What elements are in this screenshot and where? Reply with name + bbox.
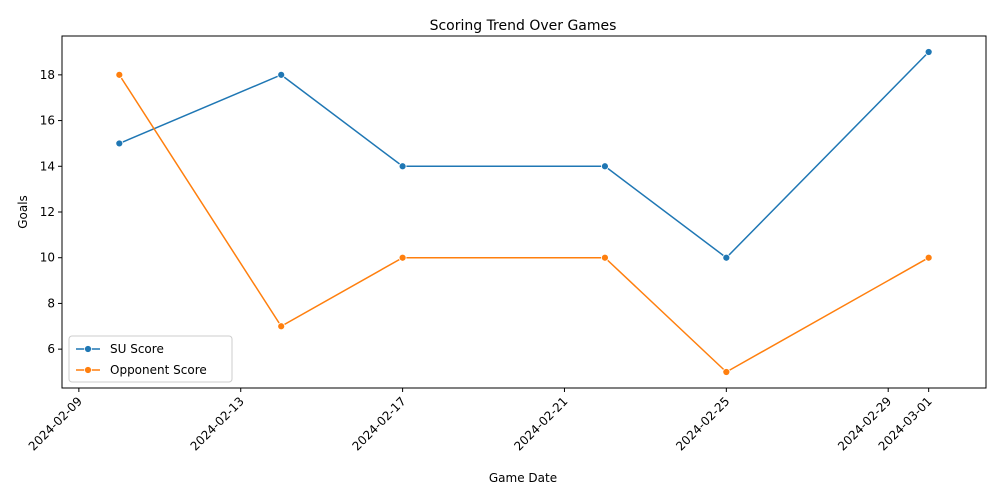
series-line-opponent-score <box>118 74 930 373</box>
x-tick-label: 2024-02-17 <box>349 394 408 453</box>
legend-box <box>68 335 233 383</box>
y-axis-ticks: 6 8 10 12 14 16 18 <box>40 68 62 356</box>
data-point-opponent-score <box>277 322 286 331</box>
x-tick-label: 2024-02-21 <box>511 394 570 453</box>
data-point-su-score <box>277 70 286 79</box>
data-point-su-score <box>398 162 407 171</box>
y-tick-label: 8 <box>47 296 55 310</box>
data-point-opponent-score <box>722 368 731 376</box>
y-tick-label: 16 <box>40 114 55 128</box>
y-tick-label: 10 <box>40 251 55 265</box>
data-point-opponent-score <box>115 70 124 79</box>
series-line-su-score <box>119 51 930 259</box>
legend-label-opponent-score: Opponent Score <box>110 363 207 377</box>
y-axis-label: Goals <box>16 195 30 229</box>
data-point-su-score <box>601 162 609 171</box>
legend-marker-opponent-score <box>84 366 92 374</box>
y-tick-label: 12 <box>40 205 55 219</box>
data-point-opponent-score <box>924 253 933 262</box>
data-point-opponent-score <box>601 253 609 262</box>
y-tick-label: 18 <box>40 68 55 82</box>
data-point-opponent-score <box>398 253 407 262</box>
y-tick-label: 14 <box>40 159 55 173</box>
y-tick-label: 6 <box>47 342 55 356</box>
x-tick-label: 2024-02-25 <box>673 394 732 453</box>
data-point-su-score <box>924 48 933 56</box>
x-tick-label: 2024-02-09 <box>26 394 85 453</box>
data-point-su-score <box>115 139 124 148</box>
x-axis-label: Game Date <box>489 471 557 485</box>
data-point-su-score <box>722 253 731 262</box>
legend-marker-su-score <box>84 345 92 353</box>
series-layer <box>115 48 933 376</box>
legend: SU Score Opponent Score <box>68 335 233 383</box>
chart-title: Scoring Trend Over Games <box>430 18 617 34</box>
x-tick-label: 2024-02-13 <box>188 394 247 453</box>
legend-label-su-score: SU Score <box>110 342 164 356</box>
x-axis-ticks: 2024-02-09 2024-02-13 2024-02-17 2024-02-21… <box>26 388 935 453</box>
plot-area <box>61 35 987 389</box>
